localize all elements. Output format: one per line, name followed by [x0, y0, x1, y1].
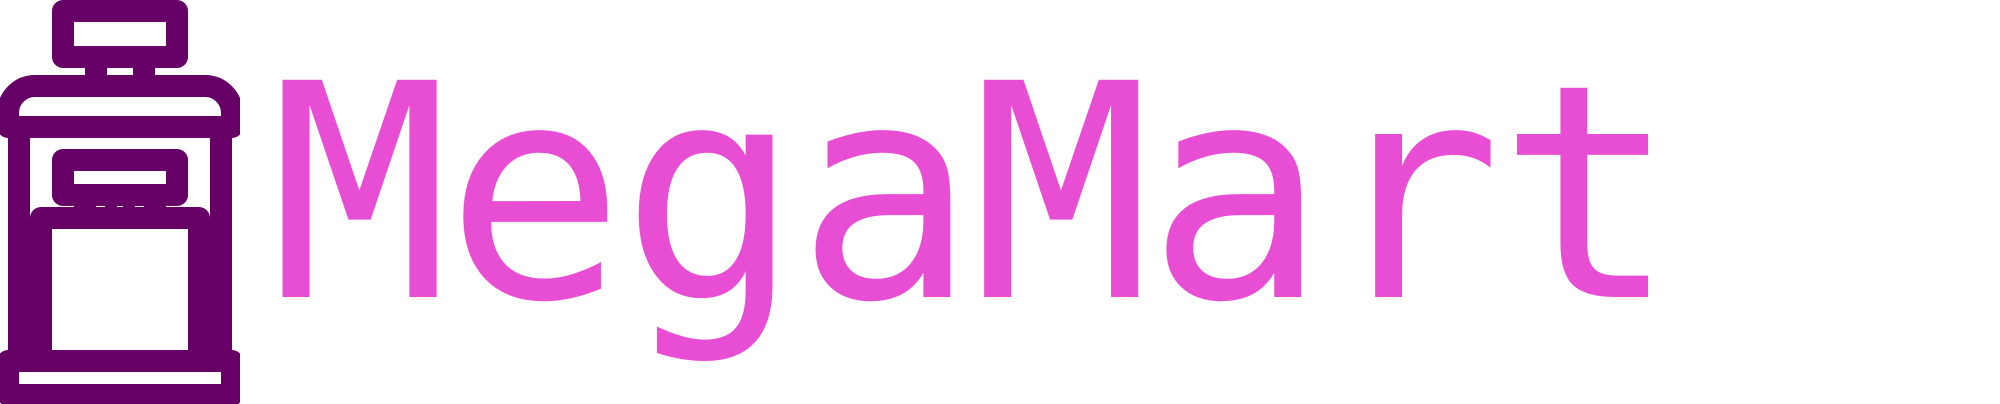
storefront-icon — [0, 0, 240, 404]
brand-name: MegaMart — [270, 21, 1677, 368]
